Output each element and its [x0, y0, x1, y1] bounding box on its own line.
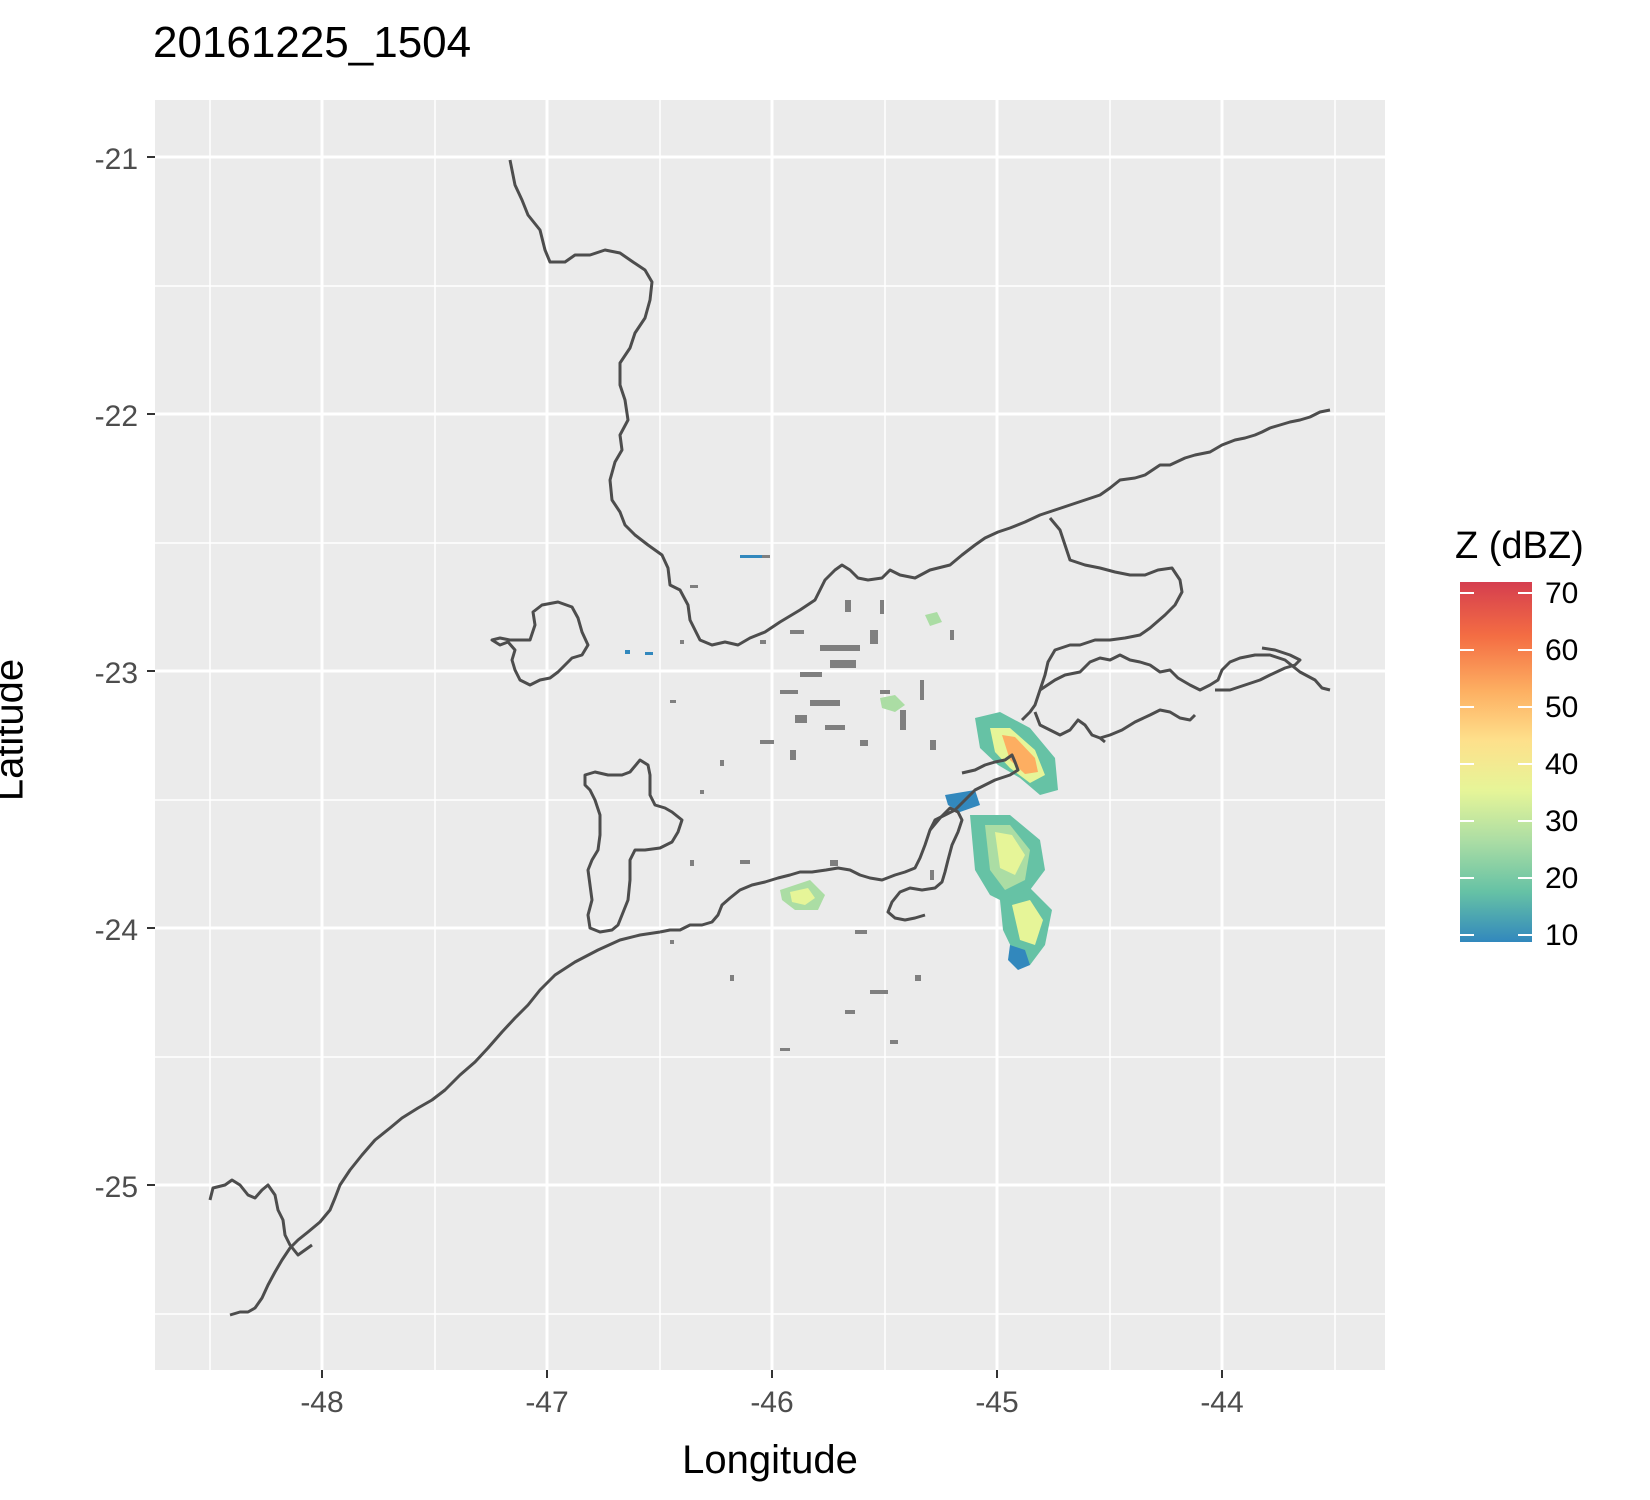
x-axis: -48 -47 -46 -45 -44 — [300, 1370, 1244, 1419]
radar-echoes — [625, 555, 1058, 970]
y-axis: -21 -22 -23 -24 -25 — [95, 143, 155, 1204]
plot-title: 20161225_1504 — [153, 18, 472, 67]
legend-tick-label: 20 — [1545, 862, 1578, 895]
y-tick-label: -22 — [95, 400, 138, 433]
legend-tick-label: 30 — [1545, 805, 1578, 838]
legend-gradient-bar — [1460, 582, 1532, 942]
legend-tick-label: 60 — [1545, 634, 1578, 667]
legend-tick-label: 40 — [1545, 748, 1578, 781]
y-axis-title: Latitude — [0, 658, 32, 802]
boundary-outlines — [208, 159, 1331, 1317]
x-tick-label: -46 — [750, 1386, 793, 1419]
y-tick-label: -21 — [95, 143, 138, 176]
legend-tick-label: 50 — [1545, 691, 1578, 724]
legend-tick-label: 10 — [1545, 919, 1578, 952]
y-tick-label: -25 — [95, 1171, 138, 1204]
x-tick-label: -47 — [525, 1386, 568, 1419]
legend-colorbar: 70 60 50 40 30 20 10 — [1460, 577, 1578, 952]
x-tick-label: -48 — [300, 1386, 343, 1419]
x-tick-label: -44 — [1200, 1386, 1243, 1419]
y-tick-label: -23 — [95, 657, 138, 690]
y-tick-label: -24 — [95, 914, 138, 947]
x-tick-label: -45 — [975, 1386, 1018, 1419]
minor-grid — [155, 100, 1385, 1370]
legend-tick-label: 70 — [1545, 577, 1578, 610]
legend-title: Z (dBZ) — [1455, 525, 1584, 567]
plot-panel — [155, 100, 1385, 1370]
x-axis-title: Longitude — [682, 1438, 858, 1482]
